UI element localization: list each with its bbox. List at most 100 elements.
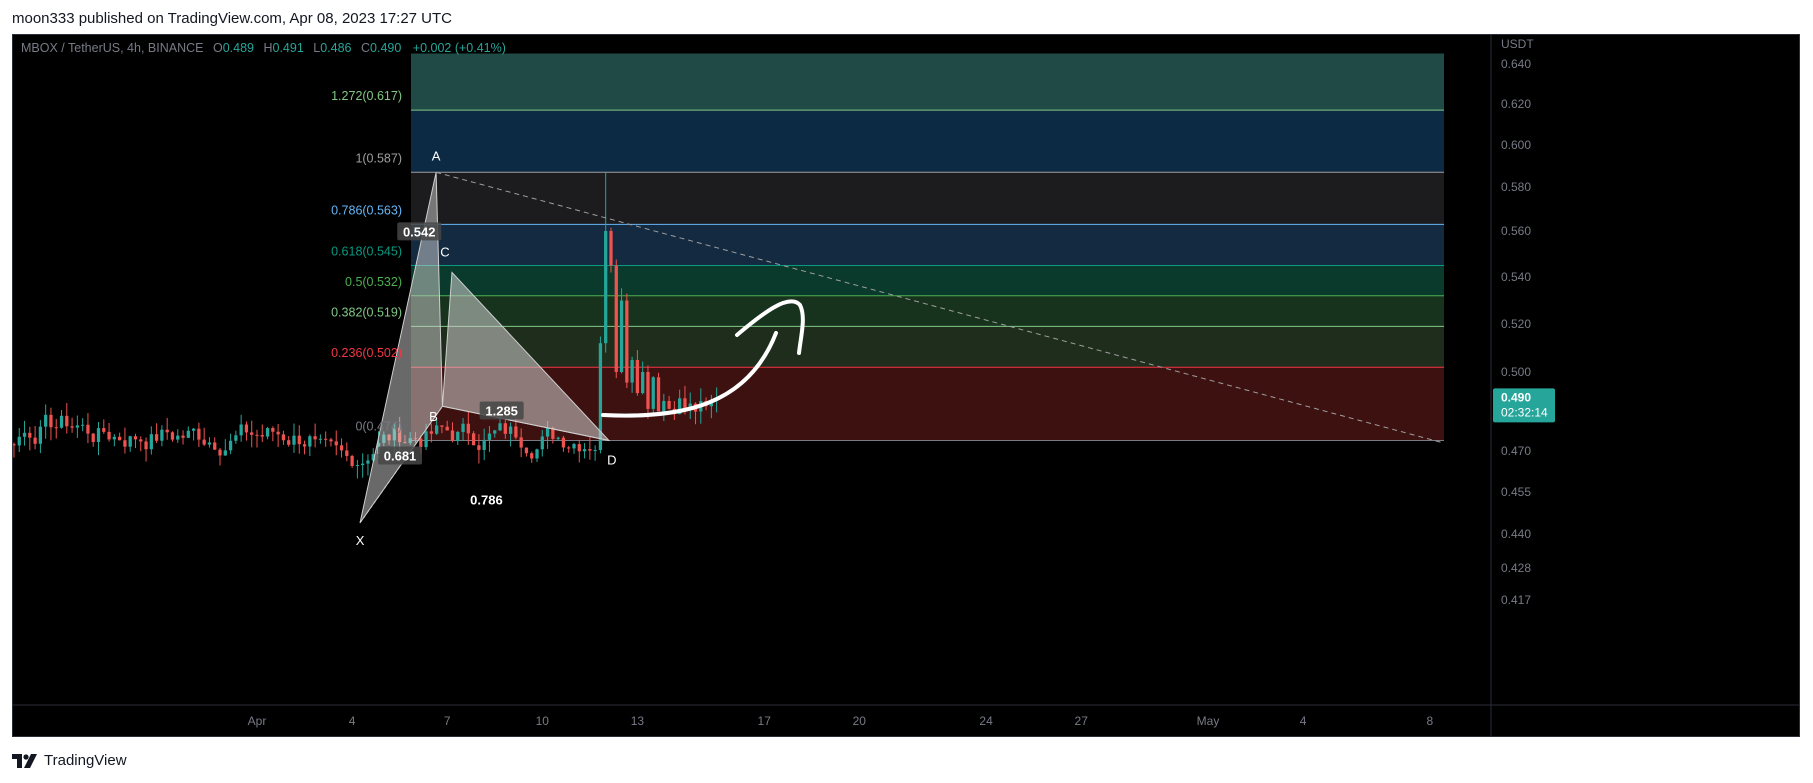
candle-body [186, 430, 190, 438]
price-chart[interactable]: X A B C D 0.542 0.681 1.285 0.786 1.272(0.617) 1(… [12, 35, 1799, 736]
candle-body [218, 449, 222, 456]
y-tick-label: 0.640 [1501, 57, 1531, 71]
candle-body [641, 372, 645, 394]
fib-band [411, 53, 1444, 111]
candle-body [239, 424, 243, 436]
candle-body [154, 434, 159, 441]
bd-leg [442, 405, 609, 441]
candle-body [54, 427, 58, 429]
candle-body [86, 424, 90, 434]
candle-body [265, 428, 270, 437]
candle-body [646, 372, 650, 409]
x-tick-label: 10 [536, 714, 550, 728]
candle-body [149, 434, 153, 450]
candle-body [12, 444, 16, 446]
candle-body [281, 434, 286, 441]
candle-body [133, 436, 138, 440]
candle-body [191, 428, 196, 431]
candle-body [656, 377, 661, 412]
y-tick-label: 0.417 [1501, 593, 1531, 607]
fib-band [411, 172, 1444, 225]
y-tick-label: 0.470 [1501, 444, 1531, 458]
candle-body [144, 441, 148, 450]
fib-level-label: 0.382(0.519) [331, 305, 402, 319]
ratio-box [378, 446, 423, 465]
candle-body [540, 436, 544, 450]
candle-body [487, 433, 492, 440]
candle-body [683, 398, 687, 409]
publisher-header: moon333 published on TradingView.com, Ap… [12, 10, 453, 27]
candle-body [70, 426, 74, 428]
fib-band [411, 326, 1444, 368]
tradingview-brand: TradingView [44, 752, 127, 769]
candle-body [44, 414, 48, 427]
legend-high: 0.491 [273, 41, 304, 55]
candle-body [519, 437, 523, 448]
candle-body [366, 460, 370, 464]
drawn-arrow [601, 299, 805, 418]
candle-body [22, 432, 27, 437]
candle-body [429, 431, 433, 434]
candle-body [493, 430, 497, 434]
candle-body [276, 431, 280, 435]
legend-change: +0.002 (+0.41%) [413, 41, 506, 55]
candle-body [176, 435, 180, 440]
candle-body [561, 437, 566, 448]
candle-body [324, 438, 328, 440]
candle-body [667, 400, 671, 409]
candle-body [688, 403, 692, 409]
legend-low: 0.486 [320, 41, 351, 55]
tradingview-logo[interactable]: TradingView [12, 752, 127, 769]
chart-pane[interactable]: X A B C D 0.542 0.681 1.285 0.786 1.272(0.617) 1(… [12, 34, 1800, 737]
candle-body [619, 300, 624, 372]
candle-body [524, 447, 529, 454]
candle-body [530, 453, 534, 459]
y-tick-label: 0.580 [1501, 180, 1531, 194]
candle-body [112, 436, 116, 440]
candle-body [260, 435, 264, 437]
x-tick-label: 20 [853, 714, 867, 728]
fib-level-label: 1.272(0.617) [331, 89, 402, 103]
candle-body [582, 449, 587, 452]
candle-body [593, 450, 597, 452]
x-tick-label: 17 [758, 714, 772, 728]
candle-body [609, 231, 613, 266]
candle-body [213, 442, 217, 450]
candle-body [329, 439, 333, 442]
candle-body [318, 438, 323, 440]
fib-band [411, 265, 1444, 296]
candle-body [577, 444, 581, 452]
candle-body [181, 435, 185, 438]
candle-body [38, 426, 43, 444]
legend-open: 0.489 [223, 41, 254, 55]
candle-body [197, 428, 201, 440]
candle-body [250, 432, 254, 435]
last-price-badge [1493, 388, 1555, 423]
candle-body [302, 444, 307, 447]
candle-body [334, 441, 338, 446]
fib-band [411, 110, 1444, 173]
countdown-label: 02:32:14 [1501, 405, 1548, 419]
candle-body [102, 428, 106, 432]
candle-body [419, 438, 423, 448]
candle-body [91, 433, 95, 442]
candle-body [456, 432, 460, 441]
candle-body [255, 434, 259, 436]
candle-body [630, 360, 634, 383]
dashed-trend-line [435, 171, 1445, 444]
candle-body [59, 415, 64, 428]
y-tick-label: 0.520 [1501, 317, 1531, 331]
ratio-label: 0.542 [403, 224, 436, 239]
candle-body [297, 435, 301, 445]
tradingview-logo-icon [12, 753, 37, 768]
candle-body [128, 436, 132, 447]
candle-body [514, 426, 518, 438]
x-tick-label: 13 [631, 714, 645, 728]
candle-body [482, 439, 486, 450]
candle-body [567, 447, 571, 449]
candle-body [292, 435, 296, 445]
x-tick-label: 8 [1427, 714, 1434, 728]
candle-body [313, 436, 317, 440]
candle-body [588, 449, 592, 451]
candle-body [350, 455, 354, 466]
